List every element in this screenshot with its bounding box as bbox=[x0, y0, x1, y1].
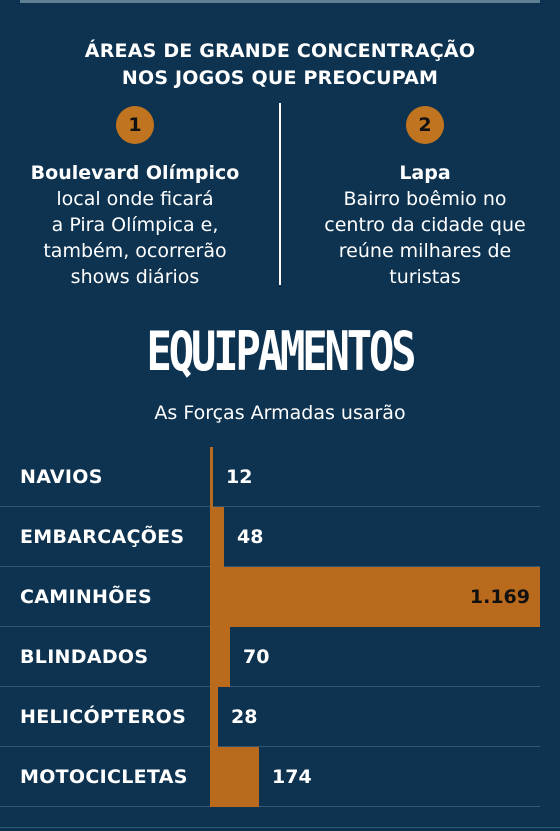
value-label: 70 bbox=[243, 646, 270, 668]
area-description-line: Bairro boêmio no bbox=[343, 188, 507, 210]
category-label: HELICÓPTEROS bbox=[20, 706, 187, 728]
area-description-line: local onde ficará bbox=[56, 188, 214, 210]
bar-row: NAVIOS 12 bbox=[0, 447, 560, 507]
row-separator bbox=[0, 806, 540, 807]
area-name: Lapa bbox=[399, 162, 451, 184]
area-description-line: reúne milhares de bbox=[338, 240, 512, 262]
bar-row: EMBARCAÇÕES 48 bbox=[0, 507, 560, 567]
chart-title: EQUIPAMENTOS bbox=[146, 320, 417, 383]
bar-row: CAMINHÕES 1.169 bbox=[0, 567, 560, 627]
bar bbox=[210, 627, 230, 687]
areas-title-line2: NOS JOGOS QUE PREOCUPAM bbox=[121, 67, 439, 89]
value-label: 12 bbox=[226, 466, 253, 488]
area-description: Bairro boêmio no centro da cidade que re… bbox=[290, 186, 560, 290]
bar bbox=[210, 687, 218, 747]
bar-row: MOTOCICLETAS 174 bbox=[0, 747, 560, 807]
row-separator bbox=[0, 686, 540, 687]
value-label: 48 bbox=[237, 526, 264, 548]
number-badge-2: 2 bbox=[406, 106, 444, 144]
bar-chart: NAVIOS 12 EMBARCAÇÕES 48 CAMINHÕES 1.169 BLIND… bbox=[0, 447, 560, 807]
area-description-line: shows diários bbox=[70, 266, 200, 288]
area-description-line: a Pira Olímpica e, bbox=[51, 214, 219, 236]
value-label: 28 bbox=[231, 706, 258, 728]
bottom-rule bbox=[0, 827, 560, 828]
area-boulevard-olimpico: 1 Boulevard Olímpico local onde ficará a… bbox=[0, 106, 270, 290]
bar bbox=[210, 747, 259, 807]
bar bbox=[210, 507, 224, 567]
bar bbox=[210, 447, 213, 507]
area-description-line: turistas bbox=[389, 266, 461, 288]
column-divider bbox=[279, 103, 281, 285]
category-label: CAMINHÕES bbox=[20, 586, 152, 608]
row-separator bbox=[0, 506, 540, 507]
category-label: BLINDADOS bbox=[20, 646, 149, 668]
bar bbox=[210, 567, 540, 627]
areas-title-line1: ÁREAS DE GRANDE CONCENTRAÇÃO bbox=[84, 40, 476, 62]
category-label: NAVIOS bbox=[20, 466, 103, 488]
top-rule bbox=[20, 0, 540, 3]
category-label: MOTOCICLETAS bbox=[20, 766, 188, 788]
area-description-line: também, ocorrerão bbox=[43, 240, 227, 262]
row-separator bbox=[0, 746, 540, 747]
value-label: 174 bbox=[272, 766, 312, 788]
area-name: Boulevard Olímpico bbox=[30, 162, 240, 184]
number-badge-1: 1 bbox=[116, 106, 154, 144]
bar-row: HELICÓPTEROS 28 bbox=[0, 687, 560, 747]
area-description-line: centro da cidade que bbox=[324, 214, 526, 236]
area-lapa: 2 Lapa Bairro boêmio no centro da cidade… bbox=[290, 106, 560, 290]
area-description: local onde ficará a Pira Olímpica e, tam… bbox=[0, 186, 270, 290]
category-label: EMBARCAÇÕES bbox=[20, 526, 185, 548]
row-separator bbox=[0, 566, 540, 567]
areas-title: ÁREAS DE GRANDE CONCENTRAÇÃO NOS JOGOS Q… bbox=[0, 38, 560, 92]
chart-subtitle: As Forças Armadas usarão bbox=[154, 402, 406, 424]
value-label: 1.169 bbox=[469, 586, 530, 608]
bar-row: BLINDADOS 70 bbox=[0, 627, 560, 687]
